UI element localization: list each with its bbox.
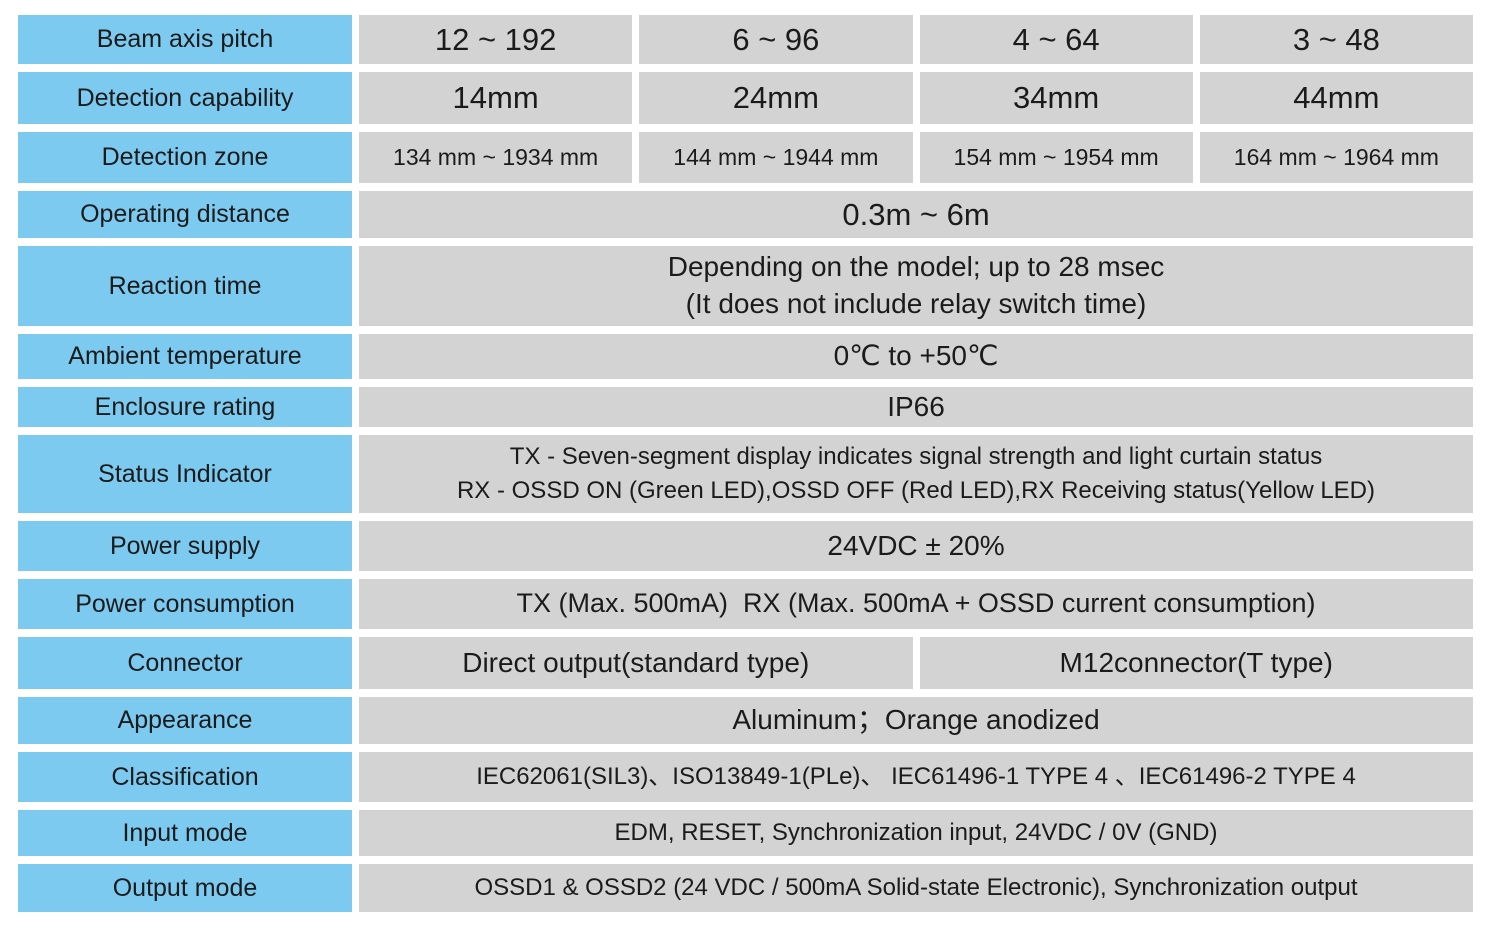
status-indicator-line-tx: TX - Seven-segment display indicates sig… [509,442,1323,470]
reaction-time-value: Depending on the model; up to 28 msec (I… [359,246,1473,326]
row-detection-zone: Detection zone 134 mm ~ 1934 mm 144 mm ~… [18,132,1473,183]
row-label-beam-axis-pitch: Beam axis pitch [18,15,352,64]
row-reaction-time: Reaction time Depending on the model; up… [18,246,1473,326]
row-detection-capability: Detection capability 14mm 24mm 34mm 44mm [18,72,1473,124]
output-mode-value: OSSD1 & OSSD2 (24 VDC / 500mA Solid-stat… [359,864,1473,912]
row-label-appearance: Appearance [18,697,352,744]
row-classification: Classification IEC62061(SIL3)、ISO13849-1… [18,752,1473,802]
detection-capability-value-1: 14mm [359,72,633,124]
row-label-detection-zone: Detection zone [18,132,352,183]
row-operating-distance: Operating distance 0.3m ~ 6m [18,191,1473,238]
row-label-operating-distance: Operating distance [18,191,352,238]
row-label-power-supply: Power supply [18,521,352,571]
row-values: 12 ~ 192 6 ~ 96 4 ~ 64 3 ~ 48 [359,15,1473,64]
power-consumption-value: TX (Max. 500mA) RX (Max. 500mA + OSSD cu… [359,579,1473,629]
row-appearance: Appearance Aluminum；Orange anodized [18,697,1473,744]
row-power-supply: Power supply 24VDC ± 20% [18,521,1473,571]
row-input-mode: Input mode EDM, RESET, Synchronization i… [18,810,1473,856]
row-enclosure-rating: Enclosure rating IP66 [18,387,1473,427]
row-output-mode: Output mode OSSD1 & OSSD2 (24 VDC / 500m… [18,864,1473,912]
appearance-value: Aluminum；Orange anodized [359,697,1473,744]
ambient-temperature-value: 0℃ to +50℃ [359,334,1473,379]
beam-axis-pitch-value-3: 4 ~ 64 [919,15,1193,64]
connector-value-standard: Direct output(standard type) [359,637,913,689]
reaction-time-line-2: (It does not include relay switch time) [685,288,1147,319]
row-label-connector: Connector [18,637,352,689]
connector-value-m12: M12connector(T type) [919,637,1473,689]
row-power-consumption: Power consumption TX (Max. 500mA) RX (Ma… [18,579,1473,629]
detection-zone-value-3: 154 mm ~ 1954 mm [919,132,1193,183]
detection-zone-value-1: 134 mm ~ 1934 mm [359,132,633,183]
row-values: 14mm 24mm 34mm 44mm [359,72,1473,124]
row-label-classification: Classification [18,752,352,802]
enclosure-rating-value: IP66 [359,387,1473,427]
reaction-time-line-1: Depending on the model; up to 28 msec [667,251,1165,283]
row-label-ambient-temperature: Ambient temperature [18,334,352,379]
beam-axis-pitch-value-1: 12 ~ 192 [359,15,633,64]
power-supply-value: 24VDC ± 20% [359,521,1473,571]
row-values: 134 mm ~ 1934 mm 144 mm ~ 1944 mm 154 mm… [359,132,1473,183]
row-label-detection-capability: Detection capability [18,72,352,124]
row-ambient-temperature: Ambient temperature 0℃ to +50℃ [18,334,1473,379]
detection-capability-value-3: 34mm [919,72,1193,124]
beam-axis-pitch-value-4: 3 ~ 48 [1199,15,1473,64]
specification-table: Beam axis pitch 12 ~ 192 6 ~ 96 4 ~ 64 3… [18,15,1473,912]
detection-capability-value-4: 44mm [1199,72,1473,124]
classification-value: IEC62061(SIL3)、ISO13849-1(PLe)、 IEC61496… [359,752,1473,802]
status-indicator-value: TX - Seven-segment display indicates sig… [359,435,1473,513]
operating-distance-value: 0.3m ~ 6m [359,191,1473,238]
detection-zone-value-4: 164 mm ~ 1964 mm [1199,132,1473,183]
beam-axis-pitch-value-2: 6 ~ 96 [639,15,913,64]
row-label-status-indicator: Status Indicator [18,435,352,513]
row-connector: Connector Direct output(standard type) M… [18,637,1473,689]
row-label-output-mode: Output mode [18,864,352,912]
row-label-input-mode: Input mode [18,810,352,856]
status-indicator-line-rx: RX - OSSD ON (Green LED),OSSD OFF (Red L… [456,477,1376,504]
row-status-indicator: Status Indicator TX - Seven-segment disp… [18,435,1473,513]
row-label-enclosure-rating: Enclosure rating [18,387,352,427]
input-mode-value: EDM, RESET, Synchronization input, 24VDC… [359,810,1473,856]
row-values: Direct output(standard type) M12connecto… [359,637,1473,689]
detection-zone-value-2: 144 mm ~ 1944 mm [639,132,913,183]
row-beam-axis-pitch: Beam axis pitch 12 ~ 192 6 ~ 96 4 ~ 64 3… [18,15,1473,64]
detection-capability-value-2: 24mm [639,72,913,124]
row-label-power-consumption: Power consumption [18,579,352,629]
row-label-reaction-time: Reaction time [18,246,352,326]
